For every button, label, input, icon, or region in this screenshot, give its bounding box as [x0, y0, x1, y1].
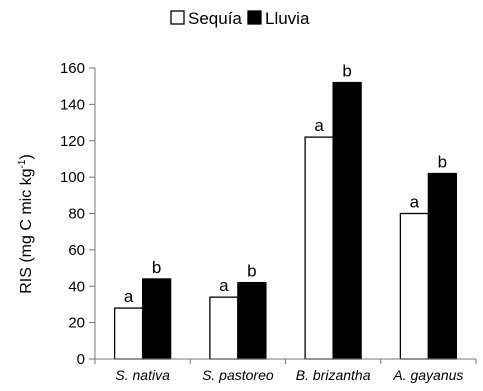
x-tick-label: S. pastoreo	[202, 367, 274, 383]
x-tick-label: B. brizantha	[296, 367, 371, 383]
bar-sequia	[304, 136, 334, 360]
significance-letter: a	[314, 116, 324, 135]
y-axis: 0 20 40 60 80 100 120 140 160	[60, 60, 96, 368]
bars	[113, 81, 458, 360]
x-tick-label: A. gayanus	[392, 367, 463, 383]
legend-swatch-lluvia	[247, 10, 262, 25]
bar-sequia	[209, 296, 239, 360]
significance-letter: b	[152, 258, 161, 277]
y-tick-label: 40	[68, 278, 85, 295]
y-tick-label: 80	[68, 206, 85, 223]
bar-lluvia	[237, 281, 267, 360]
bar-lluvia	[427, 172, 458, 360]
legend-label-lluvia: Lluvia	[265, 9, 310, 28]
legend-swatch-sequia	[170, 10, 185, 25]
y-tick-label: 160	[60, 60, 85, 77]
y-tick-label: 100	[60, 169, 85, 186]
bar-sequia	[399, 212, 430, 360]
bar-sequia	[113, 307, 144, 360]
legend: Sequía Lluvia	[170, 9, 310, 28]
significance-letter: a	[124, 287, 134, 306]
bar-lluvia	[332, 81, 362, 360]
x-axis: S. nativa S. pastoreo B. brizantha A. gayan…	[94, 358, 477, 383]
y-tick-label: 20	[68, 315, 85, 332]
y-tick-label: 140	[60, 96, 85, 113]
significance-letter: b	[342, 62, 351, 81]
significance-letter: b	[247, 262, 256, 281]
bar-lluvia	[141, 278, 172, 360]
y-tick-label: 60	[68, 242, 85, 259]
y-axis-title-close: )	[18, 154, 35, 159]
y-axis-title-main: RIS (mg C mic kg	[18, 168, 35, 293]
y-tick-label: 0	[77, 351, 85, 368]
significance-letter: b	[438, 152, 447, 171]
legend-label-sequia: Sequía	[188, 9, 242, 28]
y-axis-title-superscript: -1	[17, 159, 28, 168]
significance-letter: a	[219, 276, 229, 295]
significance-letter: a	[410, 193, 420, 212]
x-tick-label: S. nativa	[115, 367, 170, 383]
y-tick-label: 120	[60, 133, 85, 150]
y-axis-title: RIS (mg C mic kg-1)	[17, 154, 35, 294]
